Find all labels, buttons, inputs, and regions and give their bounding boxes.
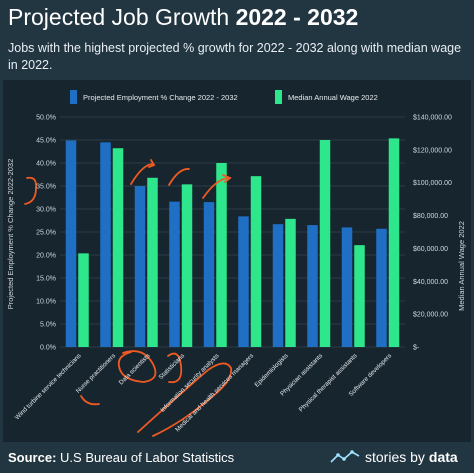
legend-swatch-wage <box>275 90 282 104</box>
annotations <box>24 159 233 437</box>
bar-employment-change <box>238 216 249 347</box>
y-tick-label-right: $- <box>413 345 420 352</box>
x-tick-label: Information security analysts <box>159 352 220 413</box>
y-tick-label-right: $40,000.00 <box>413 279 448 286</box>
y-tick-label-left: 15.0% <box>36 276 56 283</box>
x-tick-label: Medical and health services managers <box>174 352 255 433</box>
handwritten-annotation <box>167 352 183 384</box>
brand-logo: stories by data <box>330 449 458 465</box>
y-tick-label-left: 20.0% <box>36 253 56 260</box>
bar-chart: 0.0% 5.0% 10.0% 15.0% 20.0% 25.0% 30.0% 35.0% 40… <box>6 90 466 437</box>
x-tick-label: Wind turbine service technicians <box>14 352 83 421</box>
bar-employment-change <box>203 202 215 347</box>
bar-median-wage <box>388 138 400 347</box>
y-tick-label-right: $80,000.00 <box>413 213 448 220</box>
source-note: Source: U.S Bureau of Labor Statistics <box>8 450 235 465</box>
y-tick-label-right: $60,000.00 <box>413 246 448 253</box>
bar-employment-change <box>169 201 180 347</box>
y-tick-label-right: $140,000.00 <box>413 115 452 122</box>
handwritten-annotation <box>202 174 232 199</box>
line-chart-icon <box>330 450 360 463</box>
bar-employment-change <box>376 228 387 347</box>
bar-median-wage <box>319 140 331 347</box>
y-tick-label-left: 45.0% <box>36 138 56 145</box>
y-tick-label-left: 0.0% <box>40 345 56 352</box>
bar-median-wage <box>354 245 365 347</box>
legend-label-wage: Median Annual Wage 2022 <box>288 93 378 102</box>
handwritten-annotation <box>80 395 100 406</box>
handwritten-annotation <box>168 168 190 186</box>
bar-employment-change <box>307 225 318 347</box>
bar-employment-change <box>341 227 353 347</box>
chart-title: Projected Job Growth 2022 - 2032 <box>8 4 359 30</box>
legend-label-employment: Projected Employment % Change 2022 - 203… <box>83 93 238 102</box>
handwritten-annotation <box>117 350 157 383</box>
chart-panel: 0.0% 5.0% 10.0% 15.0% 20.0% 25.0% 30.0% 35.0% 40… <box>3 80 471 442</box>
handwritten-annotation <box>137 362 233 437</box>
bar-employment-change <box>272 224 284 347</box>
bar-employment-change <box>65 140 77 347</box>
bar-employment-change <box>134 186 146 347</box>
handwritten-annotation <box>24 176 37 205</box>
y-tick-label-left: 5.0% <box>40 322 56 329</box>
y-tick-label-left: 10.0% <box>36 299 56 306</box>
bar-median-wage <box>181 184 193 347</box>
y-axis-label-right: Median Annual Wage 2022 <box>457 221 466 311</box>
y-tick-label-right: $120,000.00 <box>413 147 452 154</box>
bar-median-wage <box>112 148 124 347</box>
legend-swatch-employment <box>70 90 77 104</box>
y-tick-label-left: 40.0% <box>36 161 56 168</box>
bar-median-wage <box>147 177 158 347</box>
x-tick-label: Epidemiologists <box>254 352 290 388</box>
bars <box>65 138 400 347</box>
bar-median-wage <box>216 163 227 347</box>
legend: Projected Employment % Change 2022 - 203… <box>70 90 378 104</box>
y-tick-label-right: $20,000.00 <box>413 312 448 319</box>
y-tick-label-left: 50.0% <box>36 115 56 122</box>
y-tick-label-left: 35.0% <box>36 184 56 191</box>
y-tick-label-right: $100,000.00 <box>413 180 452 187</box>
x-tick-label: Physical therapist assistants <box>298 352 359 413</box>
gridlines <box>60 116 405 348</box>
handwritten-annotation <box>130 159 156 185</box>
bar-median-wage <box>78 253 89 347</box>
y-tick-label-left: 30.0% <box>36 207 56 214</box>
chart-subtitle: Jobs with the highest projected % growth… <box>8 41 462 72</box>
y-tick-label-left: 25.0% <box>36 230 56 237</box>
y-axis-label-left: Projected Employment % Change 2022-2032 <box>6 159 15 310</box>
bar-median-wage <box>285 218 296 347</box>
bar-median-wage <box>250 176 262 347</box>
bar-employment-change <box>100 142 111 347</box>
